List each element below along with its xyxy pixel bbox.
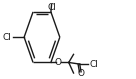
Text: Cl: Cl [47,3,56,12]
Text: O: O [78,69,85,78]
Text: Cl: Cl [89,60,98,69]
Text: O: O [55,58,62,67]
Text: Cl: Cl [2,33,11,42]
